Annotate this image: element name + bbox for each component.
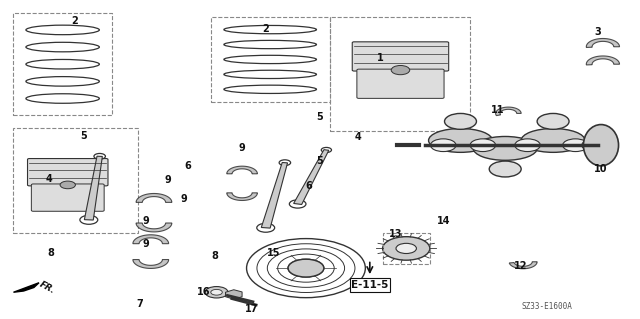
Text: 13: 13 [388, 229, 402, 239]
Text: 8: 8 [211, 251, 218, 261]
FancyBboxPatch shape [28, 159, 108, 186]
Text: 9: 9 [143, 216, 150, 226]
Circle shape [515, 139, 540, 152]
Text: 16: 16 [197, 287, 211, 297]
Text: 5: 5 [317, 156, 323, 166]
Bar [330, 17, 470, 131]
Circle shape [383, 237, 430, 260]
Bar [211, 17, 330, 102]
Polygon shape [509, 262, 537, 269]
Text: 4: 4 [355, 132, 362, 142]
Circle shape [396, 243, 417, 254]
Circle shape [391, 65, 410, 75]
Text: SZ33-E1600A: SZ33-E1600A [521, 302, 572, 311]
Bar [13, 128, 138, 233]
Polygon shape [261, 162, 287, 228]
Ellipse shape [473, 137, 537, 160]
Circle shape [205, 286, 228, 298]
Text: 14: 14 [436, 216, 450, 226]
Bar [13, 13, 113, 115]
Text: 10: 10 [594, 164, 608, 174]
Text: 2: 2 [262, 24, 269, 34]
Text: 6: 6 [184, 161, 191, 171]
Text: E-11-5: E-11-5 [351, 280, 388, 290]
Polygon shape [133, 260, 169, 268]
Text: 4: 4 [45, 174, 52, 183]
Text: 15: 15 [268, 248, 281, 258]
Circle shape [470, 139, 495, 152]
Polygon shape [495, 107, 521, 115]
Circle shape [60, 181, 76, 189]
FancyBboxPatch shape [357, 69, 444, 98]
Circle shape [563, 139, 588, 152]
Circle shape [445, 114, 476, 129]
Bar [383, 233, 431, 264]
Polygon shape [586, 56, 620, 65]
Text: 5: 5 [81, 131, 87, 141]
Polygon shape [136, 194, 172, 202]
Polygon shape [294, 150, 329, 204]
Text: 8: 8 [47, 248, 54, 258]
Text: 3: 3 [595, 27, 601, 37]
FancyBboxPatch shape [352, 42, 449, 71]
Polygon shape [227, 166, 257, 174]
Circle shape [288, 259, 324, 277]
Text: 12: 12 [515, 261, 528, 271]
Circle shape [582, 139, 607, 152]
Ellipse shape [521, 129, 585, 152]
Text: 6: 6 [305, 182, 312, 191]
Circle shape [431, 139, 456, 152]
Text: 9: 9 [180, 194, 188, 204]
Polygon shape [13, 283, 39, 292]
Circle shape [489, 161, 521, 177]
Polygon shape [84, 156, 102, 220]
Ellipse shape [584, 124, 618, 166]
FancyBboxPatch shape [31, 184, 104, 211]
Text: FR.: FR. [38, 279, 56, 295]
Polygon shape [133, 235, 169, 244]
Polygon shape [227, 193, 257, 200]
Text: 9: 9 [239, 143, 246, 153]
Text: 17: 17 [245, 304, 259, 314]
Circle shape [211, 289, 222, 295]
Circle shape [537, 114, 569, 129]
Text: 11: 11 [491, 105, 504, 115]
Polygon shape [136, 223, 172, 232]
Text: 5: 5 [317, 112, 323, 122]
Text: 9: 9 [164, 175, 172, 185]
Polygon shape [225, 290, 242, 299]
Text: 1: 1 [378, 53, 384, 63]
Ellipse shape [429, 129, 492, 152]
Polygon shape [586, 39, 620, 48]
Text: 9: 9 [143, 239, 150, 249]
Text: 7: 7 [136, 299, 143, 309]
Text: 2: 2 [71, 16, 77, 26]
